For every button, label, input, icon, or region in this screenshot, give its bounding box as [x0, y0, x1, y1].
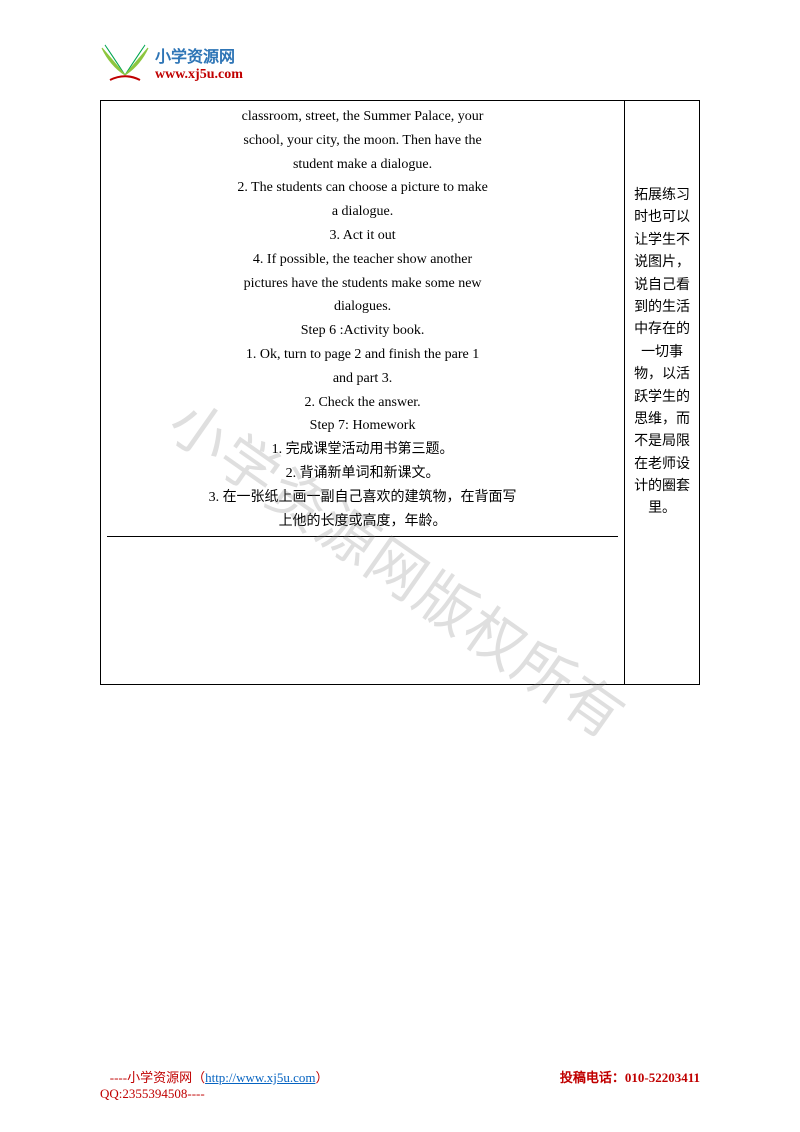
- footer-dashes: [100, 1070, 110, 1085]
- notes-text: 拓展练习时也可以让学生不说图片，说自己看到的生活中存在的一切事物，以活跃学生的思…: [631, 185, 693, 521]
- content-line: 1. Ok, turn to page 2 and finish the par…: [107, 343, 618, 367]
- content-line: Step 6 :Activity book.: [107, 319, 618, 343]
- lesson-plan-table: classroom, street, the Summer Palace, yo…: [100, 100, 700, 685]
- footer-prefix: ----小学资源网（: [110, 1070, 205, 1085]
- content-line: 3. Act it out: [107, 224, 618, 248]
- content-line: and part 3.: [107, 367, 618, 391]
- content-line: 上他的长度或高度，年龄。: [107, 510, 618, 534]
- content-line: 1. 完成课堂活动用书第三题。: [107, 438, 618, 462]
- section-divider: [107, 536, 618, 537]
- page-footer: ----小学资源网（http://www.xj5u.com） 投稿电话：010-…: [100, 1067, 700, 1102]
- logo-title: 小学资源网: [155, 43, 243, 67]
- footer-phone: 投稿电话：010-52203411: [560, 1067, 700, 1086]
- main-content-cell: classroom, street, the Summer Palace, yo…: [101, 101, 625, 685]
- content-line: student make a dialogue.: [107, 153, 618, 177]
- content-line: Step 7: Homework: [107, 414, 618, 438]
- content-line: pictures have the students make some new: [107, 272, 618, 296]
- logo-url: www.xj5u.com: [155, 67, 243, 83]
- content-line: 2. Check the answer.: [107, 391, 618, 415]
- site-logo-header: 小学资源网 www.xj5u.com: [100, 40, 700, 85]
- footer-suffix: ）: [315, 1070, 328, 1085]
- content-line: 2. 背诵新单词和新课文。: [107, 462, 618, 486]
- notes-cell: 拓展练习时也可以让学生不说图片，说自己看到的生活中存在的一切事物，以活跃学生的思…: [625, 101, 700, 685]
- footer-qq: QQ:2355394508----: [100, 1086, 700, 1102]
- content-line: a dialogue.: [107, 200, 618, 224]
- content-line: school, your city, the moon. Then have t…: [107, 129, 618, 153]
- content-line: classroom, street, the Summer Palace, yo…: [107, 105, 618, 129]
- content-line: 4. If possible, the teacher show another: [107, 248, 618, 272]
- leaf-logo-icon: [100, 40, 150, 85]
- content-line: 2. The students can choose a picture to …: [107, 176, 618, 200]
- content-line: 3. 在一张纸上画一副自己喜欢的建筑物，在背面写: [107, 486, 618, 510]
- footer-link[interactable]: http://www.xj5u.com: [205, 1070, 315, 1085]
- content-line: dialogues.: [107, 295, 618, 319]
